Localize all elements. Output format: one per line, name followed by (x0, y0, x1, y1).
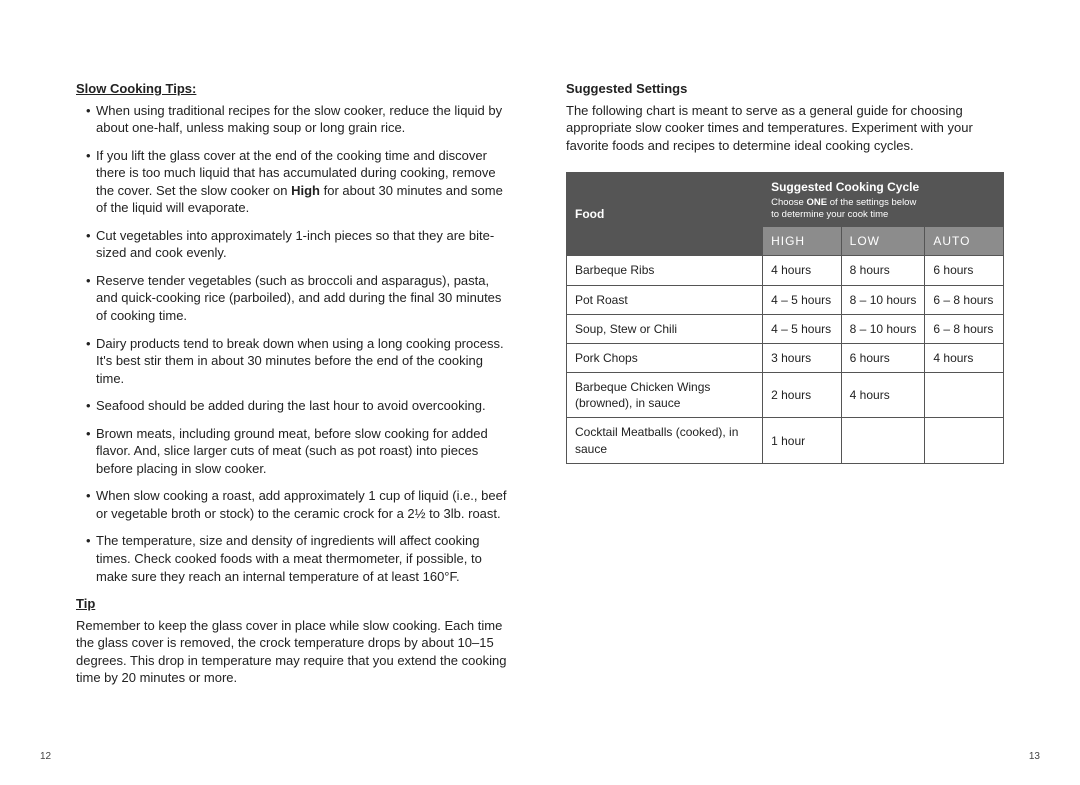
table-row: Barbeque Ribs4 hours8 hours6 hours (567, 256, 1004, 285)
table-row: Cocktail Meatballs (cooked), in sauce1 h… (567, 418, 1004, 463)
auto-cell: 6 – 8 hours (925, 285, 1004, 314)
suggested-settings-intro: The following chart is meant to serve as… (566, 102, 1004, 155)
tip-item: When using traditional recipes for the s… (86, 102, 514, 137)
table-row: Barbeque Chicken Wings (browned), in sau… (567, 373, 1004, 418)
suggested-settings-heading: Suggested Settings (566, 80, 1004, 98)
food-cell: Pot Roast (567, 285, 763, 314)
auto-cell (925, 418, 1004, 463)
tip-item: Dairy products tend to break down when u… (86, 335, 514, 388)
auto-cell: 4 hours (925, 343, 1004, 372)
low-cell: 8 – 10 hours (841, 285, 925, 314)
food-cell: Barbeque Chicken Wings (browned), in sau… (567, 373, 763, 418)
table-header-auto: AUTO (925, 227, 1004, 256)
tip-item-text: Dairy products tend to break down when u… (96, 336, 504, 386)
tip-item-text: Reserve tender vegetables (such as brocc… (96, 273, 501, 323)
auto-cell: 6 hours (925, 256, 1004, 285)
high-cell: 4 hours (763, 256, 842, 285)
table-row: Soup, Stew or Chili4 – 5 hours8 – 10 hou… (567, 314, 1004, 343)
food-cell: Pork Chops (567, 343, 763, 372)
low-cell: 6 hours (841, 343, 925, 372)
tip-item: Reserve tender vegetables (such as brocc… (86, 272, 514, 325)
tip-item-text: When slow cooking a roast, add approxima… (96, 488, 506, 521)
tip-item: The temperature, size and density of ing… (86, 532, 514, 585)
high-cell: 2 hours (763, 373, 842, 418)
high-cell: 4 – 5 hours (763, 314, 842, 343)
auto-cell: 6 – 8 hours (925, 314, 1004, 343)
auto-cell (925, 373, 1004, 418)
tip-body: Remember to keep the glass cover in plac… (76, 617, 514, 687)
high-cell: 4 – 5 hours (763, 285, 842, 314)
tip-item-text: The temperature, size and density of ing… (96, 533, 482, 583)
table-header-food: Food (567, 173, 763, 256)
cooking-cycle-table: Food Suggested Cooking Cycle Choose ONE … (566, 172, 1004, 464)
tip-item: If you lift the glass cover at the end o… (86, 147, 514, 217)
tip-item: Seafood should be added during the last … (86, 397, 514, 415)
table-header-high: HIGH (763, 227, 842, 256)
right-column: Suggested Settings The following chart i… (566, 80, 1040, 745)
tips-list: When using traditional recipes for the s… (76, 102, 514, 586)
tip-item: Cut vegetables into approximately 1-inch… (86, 227, 514, 262)
tip-item: When slow cooking a roast, add approxima… (86, 487, 514, 522)
left-column: Slow Cooking Tips: When using traditiona… (40, 80, 514, 745)
slow-cooking-tips-heading: Slow Cooking Tips: (76, 80, 514, 98)
tip-item-text: Brown meats, including ground meat, befo… (96, 426, 488, 476)
low-cell (841, 418, 925, 463)
tip-heading: Tip (76, 595, 514, 613)
tip-block: Tip Remember to keep the glass cover in … (76, 595, 514, 687)
page-number-right: 13 (1029, 750, 1040, 764)
tip-item-text: Seafood should be added during the last … (96, 398, 486, 413)
tip-item-text: Cut vegetables into approximately 1-inch… (96, 228, 494, 261)
table-header-cycle: Suggested Cooking Cycle Choose ONE of th… (763, 173, 1004, 227)
low-cell: 8 – 10 hours (841, 314, 925, 343)
table-row: Pot Roast4 – 5 hours8 – 10 hours6 – 8 ho… (567, 285, 1004, 314)
food-cell: Soup, Stew or Chili (567, 314, 763, 343)
high-cell: 1 hour (763, 418, 842, 463)
low-cell: 8 hours (841, 256, 925, 285)
page-number-left: 12 (40, 750, 51, 764)
tip-item-text: When using traditional recipes for the s… (96, 103, 502, 136)
table-row: Pork Chops3 hours6 hours4 hours (567, 343, 1004, 372)
tip-item: Brown meats, including ground meat, befo… (86, 425, 514, 478)
tip-item-text: If you lift the glass cover at the end o… (96, 148, 503, 216)
low-cell: 4 hours (841, 373, 925, 418)
cycle-header-title: Suggested Cooking Cycle (771, 180, 919, 194)
cycle-header-sub: Choose ONE of the settings belowto deter… (771, 197, 995, 220)
high-cell: 3 hours (763, 343, 842, 372)
food-cell: Cocktail Meatballs (cooked), in sauce (567, 418, 763, 463)
food-cell: Barbeque Ribs (567, 256, 763, 285)
table-header-low: LOW (841, 227, 925, 256)
